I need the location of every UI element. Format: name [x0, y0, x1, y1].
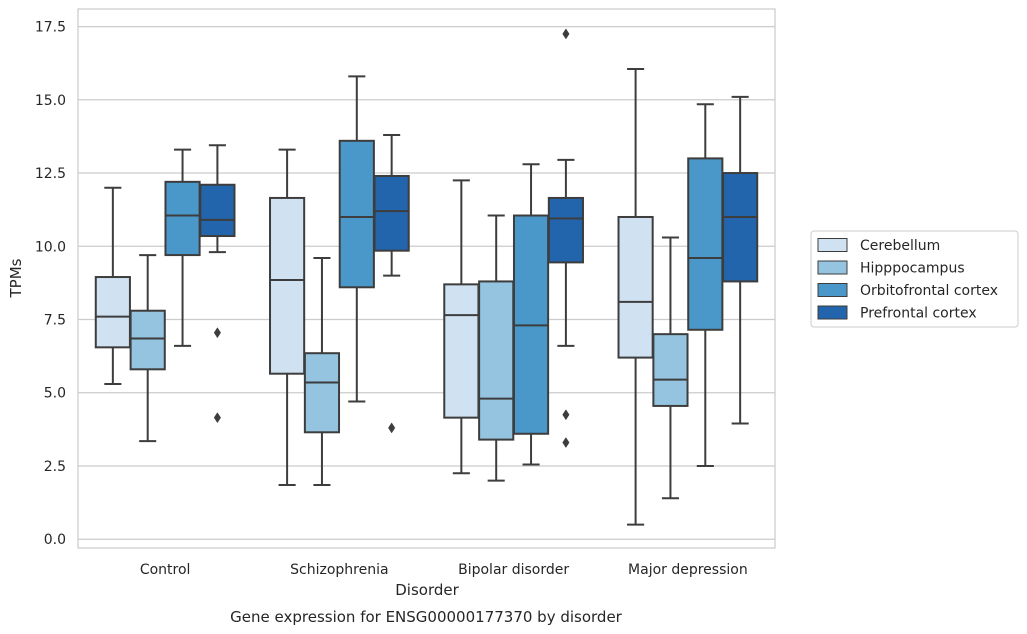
y-tick-label: 12.5 — [35, 166, 66, 182]
box-iqr — [199, 183, 236, 238]
y-tick-label: 17.5 — [35, 20, 66, 36]
box-iqr — [338, 139, 375, 289]
box-iqr — [94, 276, 131, 349]
y-axis-label: TPMs — [7, 258, 25, 298]
box-3-3 — [722, 95, 759, 425]
outlier-point — [562, 437, 570, 449]
legend-label: Cerebellum — [860, 238, 940, 254]
box-iqr — [373, 174, 410, 252]
y-tick-label: 15.0 — [35, 93, 66, 109]
x-tick-label: Bipolar disorder — [458, 562, 569, 578]
x-tick-label: Major depression — [628, 562, 748, 578]
box-0-0 — [94, 186, 131, 385]
box-iqr — [722, 172, 759, 283]
box-1-1 — [303, 256, 341, 487]
x-axis-label: Disorder — [395, 581, 459, 599]
box-iqr — [269, 196, 306, 375]
y-tick-label: 0.0 — [44, 532, 66, 548]
outlier-point — [213, 327, 221, 339]
box-iqr — [617, 215, 654, 359]
plot-frame — [77, 8, 776, 549]
outlier-point — [213, 412, 221, 424]
box-0-3 — [199, 144, 236, 424]
legend-frame — [810, 230, 1019, 328]
outlier-point — [562, 28, 570, 40]
legend-label: Hipppocampus — [860, 261, 965, 277]
legend-swatch — [817, 238, 848, 252]
box-iqr — [547, 196, 584, 264]
box-iqr — [652, 333, 689, 407]
box-3-0 — [617, 68, 654, 526]
legend: Cerebellum Hipppocampus Orbitofrontal cort… — [810, 230, 1019, 328]
box-iqr — [443, 283, 480, 419]
box-0-1 — [129, 254, 166, 443]
legend-label: Prefrontal cortex — [860, 306, 977, 322]
box-3-1 — [652, 236, 689, 500]
box-iqr — [164, 180, 201, 257]
x-tick-label: Schizophrenia — [290, 562, 388, 578]
y-tick-label: 7.5 — [44, 313, 66, 329]
box-series — [94, 28, 759, 526]
box-2-1 — [478, 214, 515, 482]
box-2-3 — [547, 28, 584, 449]
legend-label: Orbitofrontal cortex — [860, 283, 998, 299]
outlier-point — [562, 409, 570, 421]
box-1-0 — [269, 148, 306, 487]
x-tick-label: Control — [140, 562, 191, 578]
figure-caption: Gene expression for ENSG00000177370 by d… — [230, 608, 623, 626]
y-tick-label: 10.0 — [35, 239, 66, 255]
y-tick-label: 5.0 — [44, 386, 66, 402]
box-1-2 — [338, 75, 375, 403]
outlier-point — [388, 422, 396, 434]
box-0-2 — [164, 148, 201, 347]
box-iqr — [478, 280, 515, 441]
box-iqr — [129, 309, 166, 371]
box-1-3 — [373, 133, 410, 434]
y-axis-ticks: 0.0 2.5 5.0 7.5 10.0 12.5 15.0 17.5 — [35, 20, 66, 549]
legend-swatch — [817, 283, 848, 297]
box-2-0 — [443, 179, 480, 475]
x-axis-ticks: Control Schizophrenia Bipolar disorder Majo… — [140, 562, 748, 578]
y-tick-label: 2.5 — [44, 459, 66, 475]
legend-swatch — [817, 260, 848, 275]
box-2-2 — [512, 163, 550, 466]
box-iqr — [687, 157, 724, 331]
box-iqr — [303, 352, 341, 434]
legend-swatch — [817, 305, 848, 320]
plot-area: 0.0 2.5 5.0 7.5 10.0 12.5 15.0 17.5 Control Schi… — [35, 8, 776, 578]
